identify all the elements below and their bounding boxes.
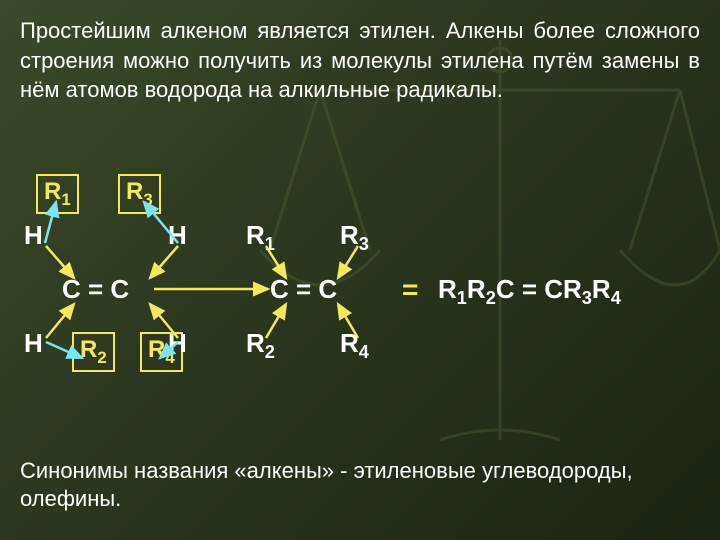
chemistry-diagram: R1 R3 R2 R4 H H H H C = C R1 R3 R2 R4 C …: [0, 170, 720, 450]
intro-paragraph: Простейшим алкеном является этилен. Алке…: [20, 16, 700, 105]
arrows-svg: [0, 170, 720, 450]
outro-paragraph: Синонимы названия «алкены» - этиленовые …: [20, 457, 700, 514]
